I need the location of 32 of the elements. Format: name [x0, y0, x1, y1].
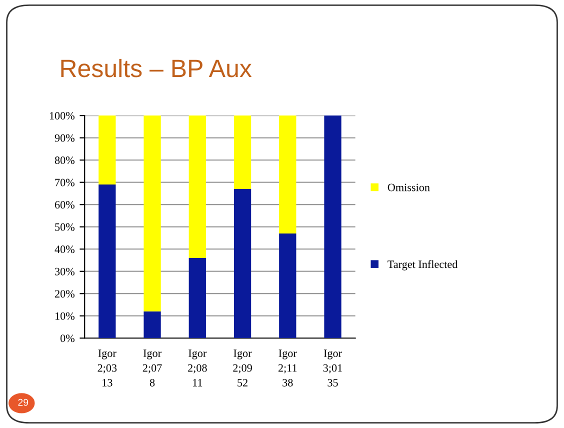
x-tick-label: Igor 2;08 11	[188, 350, 207, 386]
bar	[234, 189, 252, 338]
bar	[234, 116, 252, 190]
y-tick-label: 80%	[54, 156, 74, 164]
text: 29	[18, 398, 28, 406]
y-tick-label: 60%	[54, 201, 74, 209]
y-tick-label: 100%	[50, 112, 74, 120]
y-tick-label: 40%	[54, 246, 74, 254]
x-tick-label: Igor 2;03 13	[98, 350, 117, 386]
y-tick-label: 50%	[55, 223, 74, 231]
bar	[324, 116, 342, 338]
x-tick-label: Igor 3;01 35	[323, 350, 342, 386]
bar	[144, 116, 161, 312]
y-tick-label: 70%	[55, 178, 74, 186]
y-tick-label: 10%	[55, 312, 74, 320]
bar	[98, 184, 116, 338]
x-tick-label: Igor 2;09 52	[233, 350, 252, 386]
y-tick-label: 30%	[55, 268, 74, 276]
y-tick-label: 20%	[55, 290, 74, 298]
x-tick-label: Igor 2;11 38	[278, 350, 297, 386]
legend-label: Omission	[388, 184, 430, 192]
chart-title: Results – BP Aux	[61, 58, 252, 78]
bar	[279, 116, 296, 234]
bar	[279, 234, 296, 338]
legend-label: Target Inflected	[388, 260, 458, 270]
x-tick-label: Igor 2;07 8	[142, 350, 162, 386]
bar	[98, 116, 116, 185]
bar	[144, 311, 161, 338]
bar	[188, 116, 206, 258]
y-tick-label: 90%	[54, 134, 74, 142]
y-tick-label: 0%	[60, 334, 74, 342]
bar	[188, 258, 206, 338]
